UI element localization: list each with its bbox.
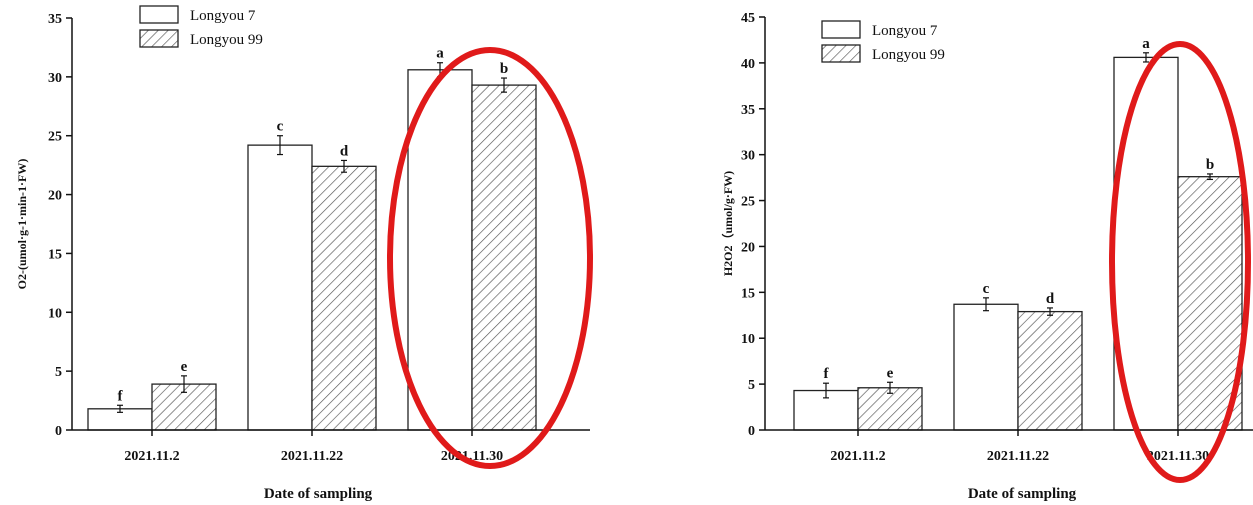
h2o2-y-tick-label: 0 [748, 424, 755, 439]
h2o2-significance-label-1-2: b [1206, 157, 1214, 173]
h2o2-chart-panel: f c a e d b 0 5 10 15 20 25 30 35 40 45 2021.11.2 2021.11… [720, 11, 1253, 502]
o2-significance-label-1-1: d [340, 143, 349, 159]
o2-y-tick-label: 10 [48, 306, 62, 321]
h2o2-legend-swatch-0 [821, 20, 861, 39]
h2o2-y-tick-label: 15 [741, 286, 755, 301]
h2o2-y-tick-label: 40 [741, 57, 755, 72]
h2o2-legend-label-1: Longyou 99 [872, 47, 945, 63]
h2o2-significance-label-1-0: e [887, 365, 894, 381]
h2o2-x-tick-label-1: 2021.11.22 [987, 449, 1049, 464]
h2o2-bar-longyou7-1 [953, 303, 1019, 431]
h2o2-x-tick-label-2: 2021.11.30 [1147, 449, 1209, 464]
o2-bar-longyou7-1 [247, 144, 313, 431]
h2o2-legend-label-0: Longyou 7 [872, 23, 938, 39]
h2o2-bar-longyou7-2 [1113, 56, 1179, 431]
o2-bar-longyou7-2 [407, 69, 473, 431]
o2-bar-longyou99-2 [471, 84, 537, 431]
h2o2-bar-longyou99-2 [1177, 176, 1243, 431]
h2o2-error-bar-0-0 [823, 382, 829, 399]
h2o2-error-bar-0-1 [983, 297, 989, 312]
o2-y-tick-label: 5 [55, 365, 62, 380]
h2o2-y-tick-label: 20 [741, 240, 755, 255]
h2o2-error-bar-0-2 [1143, 52, 1149, 63]
h2o2-y-axis-title: H2O2（umol/g·FW) [720, 171, 735, 276]
o2-significance-label-0-1: c [277, 119, 284, 135]
h2o2-y-tick-label: 10 [741, 332, 755, 347]
o2-x-tick-label-0: 2021.11.2 [124, 449, 179, 464]
o2-bar-longyou99-1 [311, 165, 377, 431]
o2-y-tick-label: 25 [48, 130, 62, 145]
h2o2-x-axis-title: Date of sampling [968, 486, 1077, 502]
h2o2-y-tick-label: 25 [741, 195, 755, 210]
o2-error-bar-1-1 [341, 159, 347, 173]
o2-significance-label-0-2: a [436, 46, 444, 62]
h2o2-y-tick-label: 30 [741, 149, 755, 164]
o2-error-bar-1-2 [501, 77, 507, 93]
h2o2-error-bar-1-1 [1047, 307, 1053, 316]
h2o2-x-tick-label-0: 2021.11.2 [830, 449, 885, 464]
o2-y-tick-label: 20 [48, 189, 62, 204]
o2-legend: Longyou 7 Longyou 99 [139, 5, 263, 48]
o2-y-tick-label: 0 [55, 424, 62, 439]
h2o2-significance-label-0-2: a [1142, 36, 1150, 52]
o2-x-axis-title: Date of sampling [264, 486, 373, 502]
o2-error-bar-1-0 [181, 375, 187, 393]
o2-y-tick-label: 15 [48, 247, 62, 262]
h2o2-highlight-ring [1109, 41, 1251, 483]
o2-significance-label-0-0: f [118, 388, 124, 404]
o2-significance-label-1-0: e [181, 359, 188, 375]
h2o2-significance-label-0-0: f [824, 366, 830, 382]
o2-y-tick-label: 30 [48, 71, 62, 86]
o2-error-bar-0-1 [277, 135, 283, 156]
o2-legend-swatch-0 [139, 5, 179, 24]
o2-highlight-ring [387, 47, 593, 469]
h2o2-legend-swatch-1 [821, 44, 861, 63]
h2o2-error-bar-1-0 [887, 381, 893, 394]
h2o2-error-bar-1-2 [1207, 173, 1213, 181]
o2-legend-label-0: Longyou 7 [190, 8, 256, 24]
h2o2-legend: Longyou 7 Longyou 99 [821, 20, 945, 63]
h2o2-bar-longyou99-0 [857, 387, 923, 431]
h2o2-bar-longyou99-1 [1017, 310, 1083, 431]
o2-legend-label-1: Longyou 99 [190, 32, 263, 48]
h2o2-y-tick-label: 45 [741, 11, 755, 26]
o2-significance-label-1-2: b [500, 61, 508, 77]
o2-legend-swatch-1 [139, 29, 179, 48]
h2o2-y-tick-label: 35 [741, 103, 755, 118]
o2-error-bar-0-0 [117, 404, 123, 413]
o2-y-tick-label: 35 [48, 12, 62, 27]
h2o2-y-tick-label: 5 [748, 378, 755, 393]
h2o2-significance-label-0-1: c [983, 281, 990, 297]
o2-x-tick-label-1: 2021.11.22 [281, 449, 343, 464]
h2o2-significance-label-1-1: d [1046, 291, 1055, 307]
o2-y-axis-title: O2-(umol·g-1·min-1·FW) [15, 159, 29, 290]
